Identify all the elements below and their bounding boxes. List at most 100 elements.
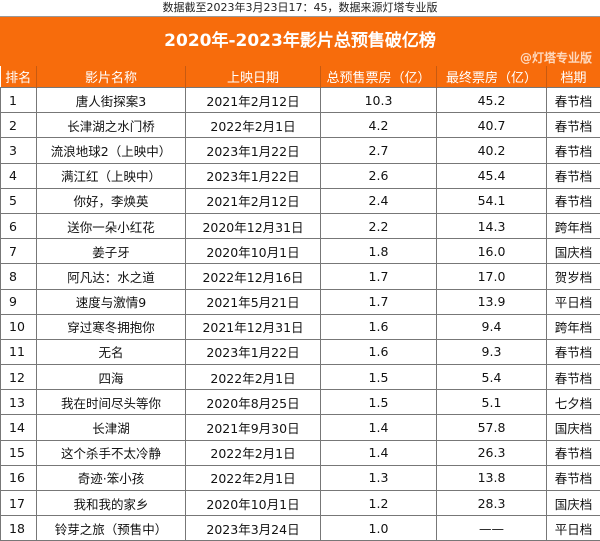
cell-season: 跨年档 bbox=[547, 314, 600, 339]
cell-release-date: 2021年2月12日 bbox=[186, 188, 321, 213]
cell-rank: 9 bbox=[1, 289, 37, 314]
cell-film-name: 我在时间尽头等你 bbox=[37, 390, 186, 415]
cell-season: 平日档 bbox=[547, 516, 600, 541]
cell-rank: 11 bbox=[1, 339, 37, 364]
header-rank: 排名 bbox=[1, 66, 37, 88]
cell-film-name: 无名 bbox=[37, 339, 186, 364]
cell-film-name: 我和我的家乡 bbox=[37, 491, 186, 516]
cell-season: 平日档 bbox=[547, 289, 600, 314]
cell-presale: 2.2 bbox=[321, 213, 437, 238]
data-source-caption: 数据截至2023年3月23日17：45，数据来源灯塔专业版 bbox=[0, 0, 600, 16]
cell-season: 跨年档 bbox=[547, 213, 600, 238]
cell-final-box-office: 57.8 bbox=[437, 415, 547, 440]
header-season: 档期 bbox=[547, 66, 600, 88]
cell-film-name: 奇迹·笨小孩 bbox=[37, 465, 186, 490]
cell-presale: 2.7 bbox=[321, 138, 437, 163]
cell-final-box-office: 5.4 bbox=[437, 365, 547, 390]
header-final: 最终票房（亿） bbox=[437, 66, 547, 88]
cell-rank: 17 bbox=[1, 491, 37, 516]
cell-film-name: 这个杀手不太冷静 bbox=[37, 440, 186, 465]
cell-season: 春节档 bbox=[547, 465, 600, 490]
cell-film-name: 铃芽之旅（预售中） bbox=[37, 516, 186, 541]
cell-rank: 3 bbox=[1, 138, 37, 163]
cell-release-date: 2022年2月1日 bbox=[186, 365, 321, 390]
cell-final-box-office: 16.0 bbox=[437, 239, 547, 264]
title-bar: 2020年-2023年影片总预售破亿榜 @灯塔专业版 bbox=[0, 16, 600, 66]
cell-presale: 1.3 bbox=[321, 465, 437, 490]
cell-season: 七夕档 bbox=[547, 390, 600, 415]
cell-season: 国庆档 bbox=[547, 491, 600, 516]
cell-season: 贺岁档 bbox=[547, 264, 600, 289]
cell-release-date: 2023年3月24日 bbox=[186, 516, 321, 541]
cell-season: 春节档 bbox=[547, 188, 600, 213]
cell-season: 春节档 bbox=[547, 440, 600, 465]
cell-release-date: 2020年8月25日 bbox=[186, 390, 321, 415]
cell-final-box-office: 17.0 bbox=[437, 264, 547, 289]
cell-final-box-office: —— bbox=[437, 516, 547, 541]
cell-presale: 1.8 bbox=[321, 239, 437, 264]
cell-season: 春节档 bbox=[547, 138, 600, 163]
cell-release-date: 2022年2月1日 bbox=[186, 440, 321, 465]
header-date: 上映日期 bbox=[186, 66, 321, 88]
cell-rank: 8 bbox=[1, 264, 37, 289]
cell-rank: 5 bbox=[1, 188, 37, 213]
cell-presale: 2.6 bbox=[321, 163, 437, 188]
cell-presale: 4.2 bbox=[321, 113, 437, 138]
cell-film-name: 速度与激情9 bbox=[37, 289, 186, 314]
cell-rank: 13 bbox=[1, 390, 37, 415]
cell-release-date: 2022年2月1日 bbox=[186, 113, 321, 138]
cell-release-date: 2021年9月30日 bbox=[186, 415, 321, 440]
cell-release-date: 2020年10月1日 bbox=[186, 239, 321, 264]
cell-rank: 18 bbox=[1, 516, 37, 541]
cell-season: 春节档 bbox=[547, 339, 600, 364]
cell-final-box-office: 9.4 bbox=[437, 314, 547, 339]
cell-presale: 1.6 bbox=[321, 314, 437, 339]
cell-final-box-office: 40.2 bbox=[437, 138, 547, 163]
cell-presale: 1.5 bbox=[321, 390, 437, 415]
cell-rank: 4 bbox=[1, 163, 37, 188]
table-title: 2020年-2023年影片总预售破亿榜 bbox=[164, 31, 436, 51]
cell-presale: 1.7 bbox=[321, 264, 437, 289]
cell-release-date: 2022年2月1日 bbox=[186, 465, 321, 490]
cell-final-box-office: 13.9 bbox=[437, 289, 547, 314]
cell-presale: 1.2 bbox=[321, 491, 437, 516]
cell-presale: 1.4 bbox=[321, 415, 437, 440]
watermark: @灯塔专业版 bbox=[520, 51, 592, 65]
cell-release-date: 2023年1月22日 bbox=[186, 163, 321, 188]
cell-final-box-office: 9.3 bbox=[437, 339, 547, 364]
cell-presale: 1.6 bbox=[321, 339, 437, 364]
cell-final-box-office: 5.1 bbox=[437, 390, 547, 415]
cell-film-name: 长津湖 bbox=[37, 415, 186, 440]
cell-presale: 10.3 bbox=[321, 88, 437, 113]
cell-season: 春节档 bbox=[547, 365, 600, 390]
cell-final-box-office: 28.3 bbox=[437, 491, 547, 516]
cell-film-name: 满江红（上映中） bbox=[37, 163, 186, 188]
cell-presale: 1.4 bbox=[321, 440, 437, 465]
cell-release-date: 2020年12月31日 bbox=[186, 213, 321, 238]
cell-season: 春节档 bbox=[547, 113, 600, 138]
cell-release-date: 2020年10月1日 bbox=[186, 491, 321, 516]
cell-season: 国庆档 bbox=[547, 415, 600, 440]
cell-final-box-office: 26.3 bbox=[437, 440, 547, 465]
cell-final-box-office: 54.1 bbox=[437, 188, 547, 213]
cell-release-date: 2023年1月22日 bbox=[186, 138, 321, 163]
cell-rank: 16 bbox=[1, 465, 37, 490]
cell-rank: 6 bbox=[1, 213, 37, 238]
cell-release-date: 2023年1月22日 bbox=[186, 339, 321, 364]
cell-final-box-office: 45.2 bbox=[437, 88, 547, 113]
cell-film-name: 姜子牙 bbox=[37, 239, 186, 264]
